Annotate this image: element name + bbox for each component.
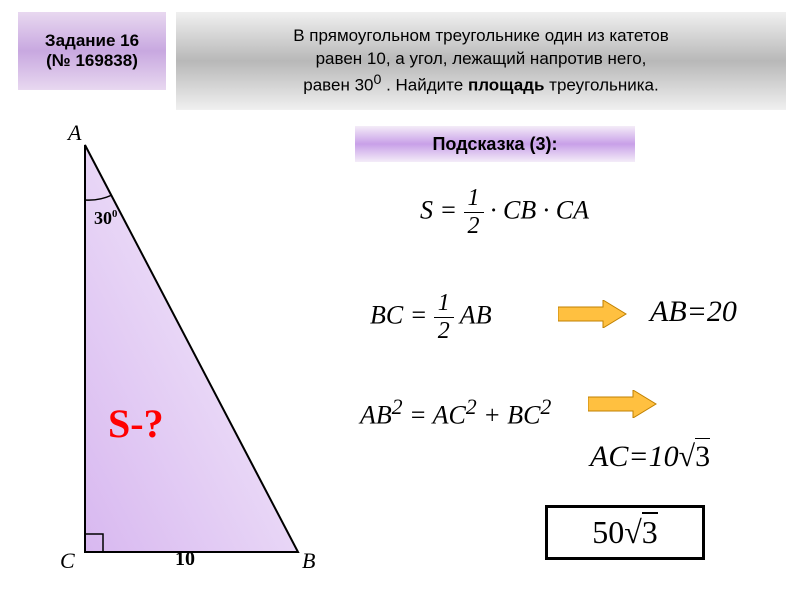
task-box: Задание 16 (№ 169838) (18, 12, 166, 90)
hint-box: Подсказка (3): (355, 126, 635, 162)
formula-pythag: AB2 = AC2 + BC2 (360, 395, 551, 431)
angle-label: 300 (94, 208, 117, 229)
problem-box: В прямоугольном треугольнике один из кат… (176, 12, 786, 110)
vertex-a-label: A (68, 120, 81, 146)
triangle-diagram: A B C 300 10 S-? (20, 120, 340, 580)
problem-text: В прямоугольном треугольнике один из кат… (293, 25, 669, 97)
vertex-b-label: B (302, 548, 315, 574)
triangle-shape (85, 145, 298, 552)
answer-box: 50√3 (545, 505, 705, 560)
task-title-line1: Задание 16 (45, 31, 139, 51)
arrow-icon-1 (558, 300, 628, 328)
formula-ab-result: AB=20 (650, 295, 737, 329)
arrow-icon-2 (588, 390, 658, 418)
formula-bc: BC = 12 AB (370, 290, 492, 345)
unknown-label: S-? (108, 400, 164, 447)
formula-area: S = 12 · CB · CA (420, 185, 589, 240)
hint-label: Подсказка (3): (432, 134, 557, 155)
vertex-c-label: C (60, 548, 75, 574)
triangle-svg (20, 120, 340, 580)
answer-value: 50√3 (592, 514, 658, 551)
task-title-line2: (№ 169838) (46, 51, 138, 71)
formula-ac-result: AC=10√3 (590, 440, 710, 474)
side-cb-label: 10 (175, 548, 195, 571)
